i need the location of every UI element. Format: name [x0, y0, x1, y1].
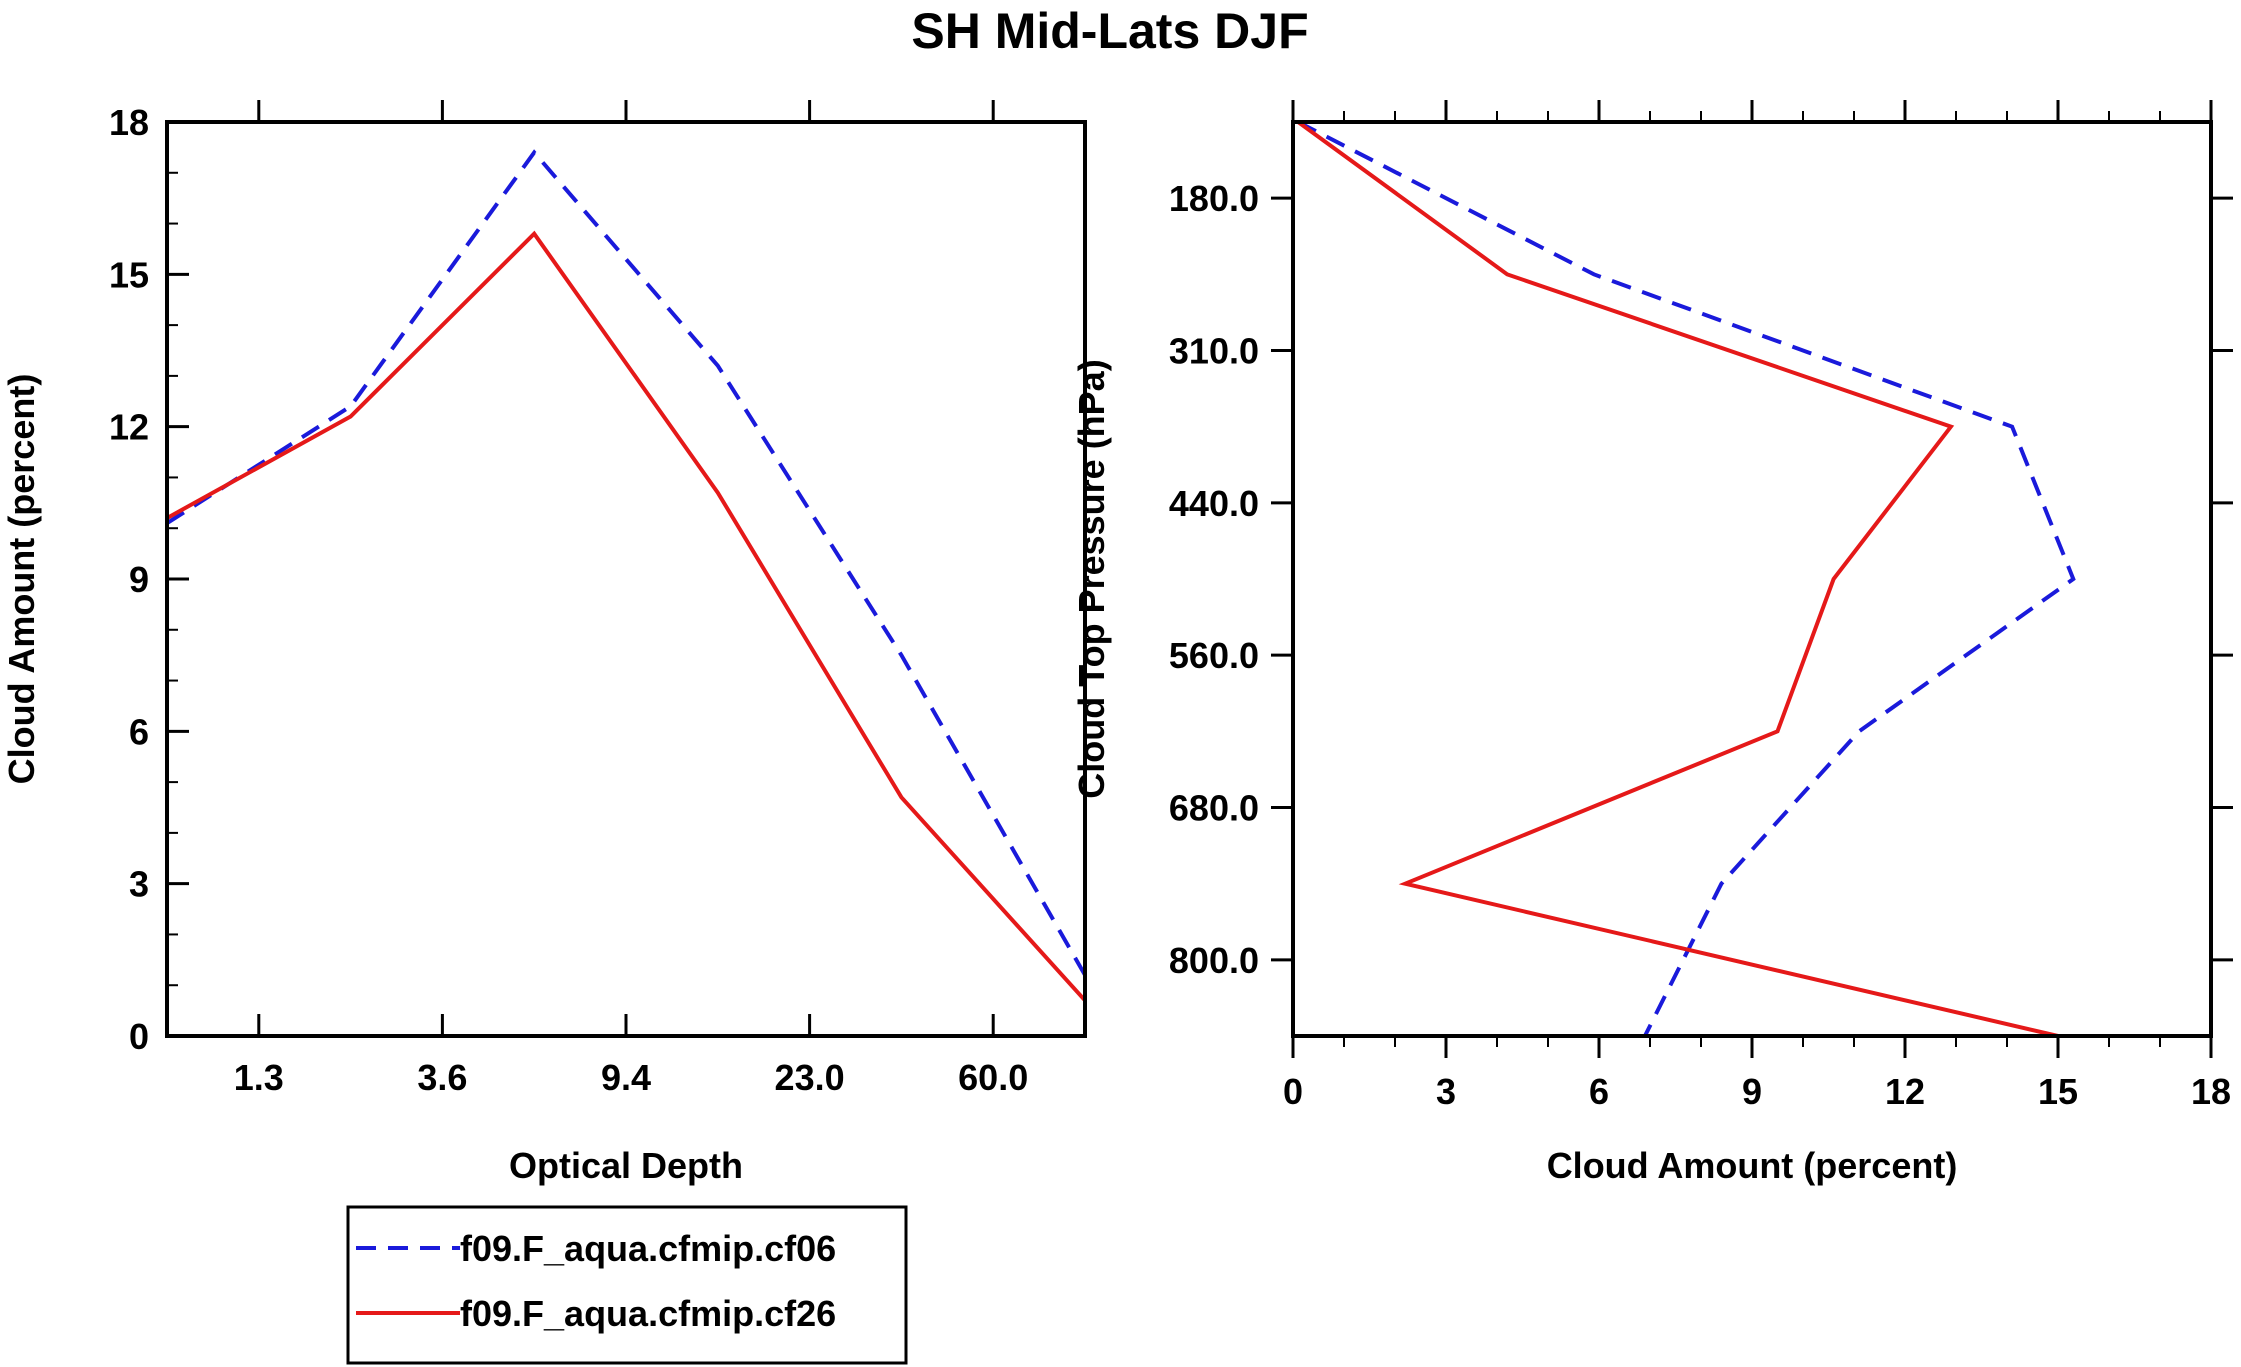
right-y-tick-label: 440.0	[1169, 483, 1259, 524]
right-y-tick-label: 180.0	[1169, 178, 1259, 219]
left-series-line-1	[165, 149, 1087, 977]
left-x-tick-label: 23.0	[775, 1057, 845, 1098]
left-y-tick-label: 6	[129, 711, 149, 752]
left-y-tick-label: 18	[109, 102, 149, 143]
left-y-tick-label: 9	[129, 559, 149, 600]
right-x-tick-label: 15	[2038, 1071, 2078, 1112]
right-x-axis-label: Cloud Amount (percent)	[1547, 1145, 1958, 1186]
chart-title: SH Mid-Lats DJF	[911, 3, 1308, 59]
left-tick-labels: 0 3 6 9 12 15 18 1.3 3.6 9.4 23.0 60.0	[109, 102, 1028, 1098]
right-x-tick-label: 9	[1742, 1071, 1762, 1112]
right-x-tick-label: 3	[1436, 1071, 1456, 1112]
right-plot-frame	[1291, 120, 2213, 1038]
left-x-tick-label: 60.0	[958, 1057, 1028, 1098]
right-series-line-1	[1297, 120, 2076, 1037]
right-ticks	[1271, 100, 2233, 1058]
legend: f09.F_aqua.cfmip.cf06 f09.F_aqua.cfmip.c…	[346, 1205, 908, 1365]
legend-label-2: f09.F_aqua.cfmip.cf26	[460, 1293, 836, 1334]
left-y-tick-label: 12	[109, 407, 149, 448]
left-series	[165, 149, 1087, 1002]
right-tick-labels: 0 3 6 9 12 15 18 180.0 310.0 440.0 560.0 680.0 800.0	[1169, 178, 2231, 1112]
right-y-tick-label: 680.0	[1169, 788, 1259, 829]
left-series-line-2	[166, 230, 1087, 1002]
left-x-tick-label: 1.3	[234, 1057, 284, 1098]
left-x-axis-label: Optical Depth	[509, 1145, 743, 1186]
right-y-tick-label: 560.0	[1169, 635, 1259, 676]
right-series-line-2	[1296, 120, 2059, 1038]
right-x-tick-label: 18	[2191, 1071, 2231, 1112]
right-x-tick-label: 0	[1283, 1071, 1303, 1112]
right-y-tick-label: 310.0	[1169, 331, 1259, 372]
left-y-tick-label: 0	[129, 1016, 149, 1057]
left-x-tick-label: 9.4	[601, 1057, 651, 1098]
right-series	[1296, 120, 2076, 1038]
right-panel: 0 3 6 9 12 15 18 180.0 310.0 440.0 560.0 680.0 800.0…	[1071, 100, 2233, 1186]
right-x-tick-label: 12	[1885, 1071, 1925, 1112]
legend-box	[346, 1205, 908, 1365]
left-panel: 0 3 6 9 12 15 18 1.3 3.6 9.4 23.0 60.0 Optical Dept…	[1, 100, 1087, 1186]
left-y-tick-label: 15	[109, 254, 149, 295]
left-plot-frame	[165, 120, 1087, 1038]
right-x-tick-label: 6	[1589, 1071, 1609, 1112]
legend-label-1: f09.F_aqua.cfmip.cf06	[460, 1228, 836, 1269]
left-y-axis-label: Cloud Amount (percent)	[1, 374, 42, 785]
right-y-tick-label: 800.0	[1169, 940, 1259, 981]
right-y-axis-label: Cloud Top Pressure (hPa)	[1071, 359, 1112, 798]
left-ticks	[167, 100, 995, 1038]
left-y-tick-label: 3	[129, 864, 149, 905]
left-x-tick-label: 3.6	[417, 1057, 467, 1098]
